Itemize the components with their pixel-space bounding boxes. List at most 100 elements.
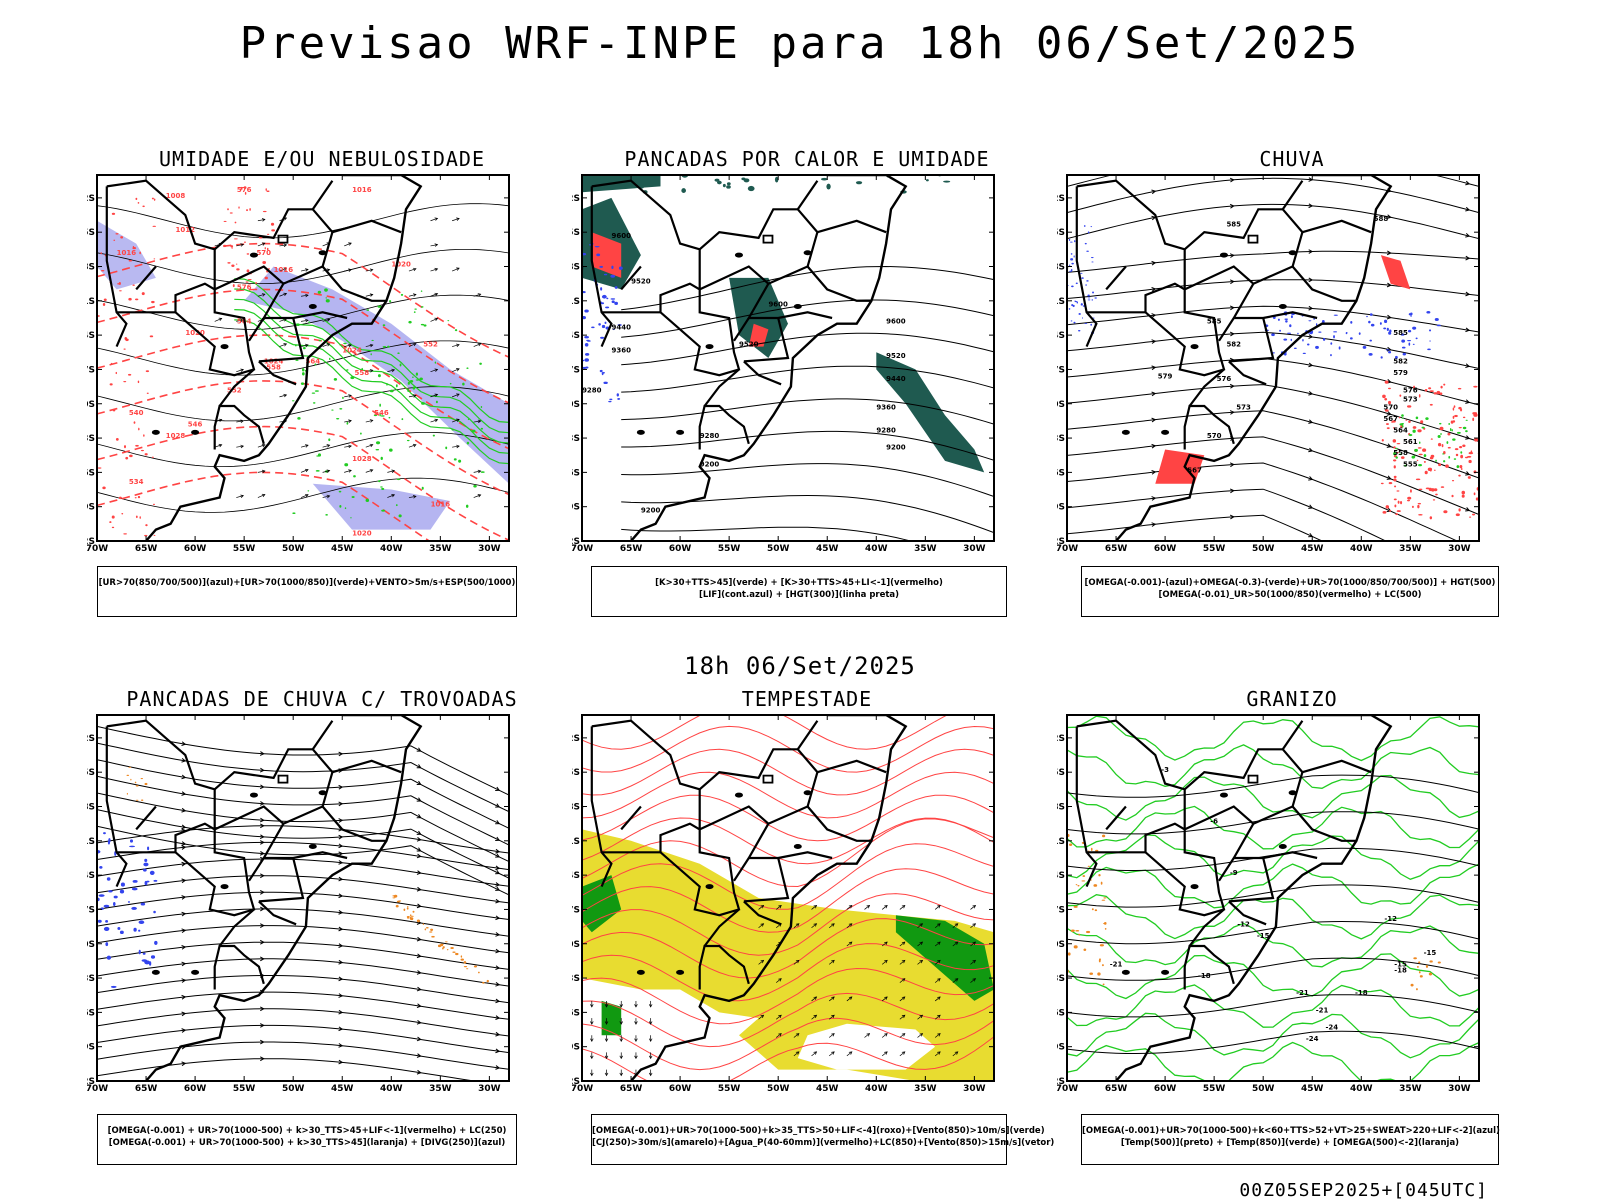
wind-vector-head xyxy=(477,494,482,498)
contour-label: 1008 xyxy=(166,192,186,200)
thickness-speck xyxy=(123,348,126,350)
thunder-speck xyxy=(128,766,132,768)
wind-vector xyxy=(300,319,309,322)
humidity-speck xyxy=(307,490,310,492)
streamline-arrow xyxy=(181,928,187,934)
rain-speck xyxy=(1407,405,1412,408)
legend-pancadas-calor: [K>30+TTS>45](verde) + [K>30+TTS>45+LI<-… xyxy=(591,566,1007,617)
lon-label: 55W xyxy=(1203,544,1226,554)
lake xyxy=(308,304,317,310)
wind-vector xyxy=(828,1014,835,1020)
streamline-arrow xyxy=(495,882,501,887)
wind-vector xyxy=(828,923,835,929)
country-border xyxy=(1183,944,1235,990)
height-contour xyxy=(621,265,994,311)
thickness-speck xyxy=(149,335,154,338)
lon-label: 30W xyxy=(963,1084,986,1094)
lon-label: 40W xyxy=(380,1084,403,1094)
humidity-speck xyxy=(366,309,370,311)
contour-label: -6 xyxy=(1210,818,1218,826)
humidity-speck xyxy=(413,311,416,314)
streamline-arrow xyxy=(259,1023,265,1028)
wind-vector-head xyxy=(937,996,941,1000)
rain-green-speck xyxy=(1462,426,1467,430)
contour-label: -15 xyxy=(1257,932,1270,940)
rain-speck xyxy=(1438,463,1442,467)
lake xyxy=(676,429,685,435)
rain-speck xyxy=(1455,453,1459,457)
country-border xyxy=(1228,900,1267,926)
wind-vector xyxy=(365,344,373,347)
lon-label: 45W xyxy=(816,544,839,554)
country-border xyxy=(590,726,613,888)
wind-vector xyxy=(864,905,870,910)
streamline xyxy=(1067,410,1479,479)
omega-speck xyxy=(1412,343,1415,345)
wind-vector-head xyxy=(619,1021,623,1025)
rain-green-speck xyxy=(1423,454,1427,458)
rain-speck xyxy=(1458,427,1462,429)
wind-vector-head xyxy=(901,1014,906,1019)
omega-speck xyxy=(1333,331,1338,333)
humidity-speck xyxy=(324,288,328,292)
lat-label: 24S xyxy=(572,871,580,881)
lat-label: 21S xyxy=(1057,297,1065,307)
streamline-arrow xyxy=(338,876,344,882)
panel-title: TEMPESTADE xyxy=(741,687,873,711)
streamline-arrow xyxy=(1151,260,1157,266)
wind-vector-head xyxy=(634,1038,638,1042)
humidity-speck xyxy=(373,414,378,417)
thunder-speck xyxy=(463,961,467,964)
thickness-speck xyxy=(153,258,156,260)
thickness-speck xyxy=(139,251,141,255)
wind-vector xyxy=(970,923,976,929)
thickness-speck xyxy=(236,268,240,271)
rain-green-speck xyxy=(1451,429,1453,432)
wind-vector-head xyxy=(937,941,941,945)
lif-speck xyxy=(614,286,618,289)
contour-label: 579 xyxy=(1158,373,1173,381)
thunder-speck xyxy=(431,935,435,938)
thickness-speck xyxy=(233,238,238,240)
contour-label: -12 xyxy=(1237,921,1250,929)
wind-vector xyxy=(430,217,438,222)
streamline-arrow xyxy=(1308,203,1314,209)
lon-label: 35W xyxy=(914,544,937,554)
rain-green-speck xyxy=(1404,464,1407,467)
streamline-arrow xyxy=(416,747,422,752)
lat-label: 15S xyxy=(572,768,580,778)
omega-speck xyxy=(1070,253,1073,255)
contour-label: 1020 xyxy=(352,529,372,537)
streamline-arrow xyxy=(1308,362,1314,368)
lon-label: 65W xyxy=(135,1084,158,1094)
legend-line: [LIF](cont.azul) + [HGT(300)](linha pret… xyxy=(698,590,900,600)
wind-vector xyxy=(899,941,906,947)
humidity-speck xyxy=(314,390,319,392)
wind-vector xyxy=(881,1033,888,1038)
contour-label: 576 xyxy=(237,283,252,291)
streamline-arrow xyxy=(1151,469,1157,475)
streamline-arrow xyxy=(181,878,187,884)
wind-vector xyxy=(430,419,438,423)
lif-speck xyxy=(609,398,613,401)
thunder-speck xyxy=(412,910,415,913)
thunder-speck xyxy=(452,951,456,953)
rain-green-speck xyxy=(1425,417,1429,420)
thickness-speck xyxy=(151,197,154,200)
streamline-arrow xyxy=(495,803,501,808)
lat-label: 18S xyxy=(572,803,580,813)
lat-label: 24S xyxy=(87,871,95,881)
country-border xyxy=(1144,282,1226,377)
streamline-arrow xyxy=(259,801,265,806)
omega-speck xyxy=(1370,323,1375,327)
thickness-speck xyxy=(152,456,154,459)
omega-speck xyxy=(1290,338,1293,342)
humidity-speck xyxy=(467,418,470,421)
streamline xyxy=(97,1024,509,1054)
divergence-speck xyxy=(107,840,111,845)
lat-label: 39S xyxy=(1057,503,1065,513)
streamline-850 xyxy=(582,818,994,888)
lat-label: 18S xyxy=(87,263,95,273)
lake xyxy=(220,884,229,890)
omega-speck xyxy=(1338,346,1341,350)
